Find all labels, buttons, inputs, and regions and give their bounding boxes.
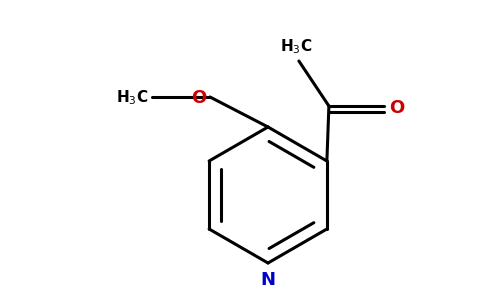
Text: O: O (191, 89, 206, 107)
Text: N: N (260, 271, 275, 289)
Text: O: O (389, 99, 404, 117)
Text: H$_3$C: H$_3$C (116, 89, 148, 107)
Text: H$_3$C: H$_3$C (280, 37, 312, 56)
